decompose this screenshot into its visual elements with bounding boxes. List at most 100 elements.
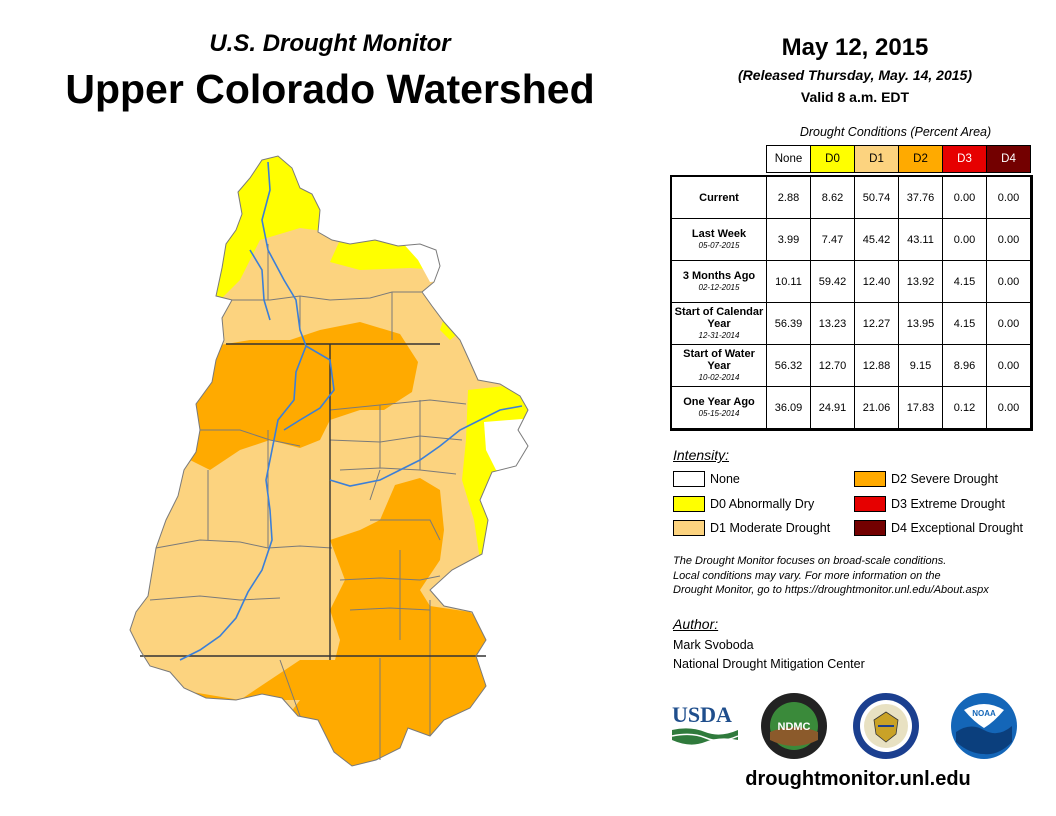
site-url[interactable]: droughtmonitor.unl.edu [745, 768, 971, 790]
cell-value: 21.06 [854, 386, 899, 429]
legend-swatch-d2 [854, 471, 886, 487]
ndmc-logo: NDMC [761, 693, 827, 759]
legend-swatch-d3 [854, 496, 886, 512]
cell-value: 4.15 [942, 302, 987, 345]
col-header-d4: D4 [986, 145, 1031, 173]
legend-swatch-d4 [854, 520, 886, 536]
cell-value: 59.42 [810, 260, 855, 303]
legend-title: Intensity: [673, 447, 730, 463]
cell-value: 7.47 [810, 218, 855, 261]
row-date: 12-31-2014 [698, 330, 740, 340]
d2-area-southeast [160, 478, 500, 766]
legend-swatch-d1 [673, 520, 705, 536]
row-date: 05-07-2015 [698, 240, 740, 250]
map-date: May 12, 2015 [781, 34, 929, 61]
rivers [179, 161, 523, 661]
cell-value: 43.11 [898, 218, 943, 261]
conditions-table: None D0 D1 D2 D3 D4 Current 2.88 8.62 50.74… [669, 145, 1033, 431]
cell-value: 9.15 [898, 344, 943, 387]
legend-label-d4: D4 Exceptional Drought [891, 521, 1024, 535]
cell-value: 45.42 [854, 218, 899, 261]
cell-value: 0.00 [986, 302, 1031, 345]
cell-value: 0.00 [942, 176, 987, 219]
cell-value: 10.11 [766, 260, 811, 303]
conditions-body: Current 2.88 8.62 50.74 37.76 0.00 0.00 Last We… [669, 174, 1033, 431]
table-row: Current 2.88 8.62 50.74 37.76 0.00 0.00 [671, 176, 1031, 219]
cell-value: 0.00 [986, 386, 1031, 429]
col-header-d1: D1 [854, 145, 899, 173]
row-label-text: One Year Ago [683, 395, 755, 408]
row-label: Start of Water Year 10-02-2014 [671, 344, 767, 387]
cell-value: 24.91 [810, 386, 855, 429]
row-label-text: Current [699, 191, 739, 204]
release-date: (Released Thursday, May. 14, 2015) [738, 67, 972, 83]
legend-swatch-none [673, 471, 705, 487]
table-row: Start of Water Year 10-02-2014 56.32 12.70 1… [671, 344, 1031, 387]
cell-value: 12.27 [854, 302, 899, 345]
note-line: Local conditions may vary. For more info… [673, 569, 941, 582]
cell-value: 56.39 [766, 302, 811, 345]
cell-value: 36.09 [766, 386, 811, 429]
map-subtitle: U.S. Drought Monitor [209, 30, 451, 57]
legend-label-none: None [710, 472, 740, 486]
row-label: One Year Ago 05-15-2014 [671, 386, 767, 429]
cell-value: 0.00 [986, 260, 1031, 303]
row-label-text: 3 Months Ago [682, 269, 756, 282]
drought-map [129, 155, 529, 767]
col-header-d3: D3 [942, 145, 987, 173]
cell-value: 13.95 [898, 302, 943, 345]
cell-value: 0.00 [986, 176, 1031, 219]
cell-value: 17.83 [898, 386, 943, 429]
table-row: Start of Calendar Year 12-31-2014 56.39 13.… [671, 302, 1031, 345]
row-label-text: Start of Calendar Year [674, 305, 764, 330]
none-area-east [484, 416, 528, 480]
state-lines [140, 343, 486, 660]
legend-label-d3: D3 Extreme Drought [891, 497, 1005, 511]
note-line: The Drought Monitor focuses on broad-sca… [673, 555, 947, 567]
d0-area-east [462, 380, 528, 600]
basin-outline [129, 155, 529, 767]
noaa-logo-text: NOAA [972, 709, 996, 718]
cell-value: 0.00 [942, 218, 987, 261]
table-row: Last Week 05-07-2015 3.99 7.47 45.42 43.11 0.0… [671, 218, 1031, 261]
author-name: Mark Svoboda [673, 638, 754, 652]
conditions-caption: Drought Conditions (Percent Area) [799, 125, 992, 139]
header-blank [672, 146, 767, 173]
cell-value: 13.92 [898, 260, 943, 303]
table-row: 3 Months Ago 02-12-2015 10.11 59.42 12.40 13.… [671, 260, 1031, 303]
row-date: 10-02-2014 [698, 372, 740, 382]
col-header-none: None [766, 145, 811, 173]
cell-value: 2.88 [766, 176, 811, 219]
cell-value: 0.12 [942, 386, 987, 429]
row-label: Start of Calendar Year 12-31-2014 [671, 302, 767, 345]
row-label: Current [671, 176, 767, 219]
note-line: Drought Monitor, go to https://droughtmo… [673, 584, 989, 596]
cell-value: 8.62 [810, 176, 855, 219]
cell-value: 0.00 [986, 344, 1031, 387]
cell-value: 0.00 [986, 218, 1031, 261]
cell-value: 12.70 [810, 344, 855, 387]
d2-area-west [190, 322, 418, 470]
legend-label-d0: D0 Abnormally Dry [710, 497, 815, 511]
map-title: Upper Colorado Watershed [65, 66, 595, 112]
cell-value: 56.32 [766, 344, 811, 387]
author-heading: Author: [673, 616, 719, 632]
legend-swatch-d0 [673, 496, 705, 512]
row-label-text: Last Week [691, 227, 747, 240]
row-label-text: Start of Water Year [683, 347, 755, 372]
noaa-logo: NOAA [951, 693, 1017, 759]
author-org: National Drought Mitigation Center [673, 657, 865, 671]
legend-label-d1: D1 Moderate Drought [710, 521, 831, 535]
usda-logo-text: USDA [672, 702, 732, 727]
row-label: 3 Months Ago 02-12-2015 [671, 260, 767, 303]
cell-value: 12.88 [854, 344, 899, 387]
row-date: 02-12-2015 [698, 282, 740, 292]
col-header-d2: D2 [898, 145, 943, 173]
cell-value: 37.76 [898, 176, 943, 219]
cell-value: 3.99 [766, 218, 811, 261]
disclaimer-note: The Drought Monitor focuses on broad-sca… [673, 554, 1043, 598]
cell-value: 50.74 [854, 176, 899, 219]
table-header-row: None D0 D1 D2 D3 D4 [672, 145, 1031, 173]
valid-time: Valid 8 a.m. EDT [800, 89, 910, 105]
row-label: Last Week 05-07-2015 [671, 218, 767, 261]
